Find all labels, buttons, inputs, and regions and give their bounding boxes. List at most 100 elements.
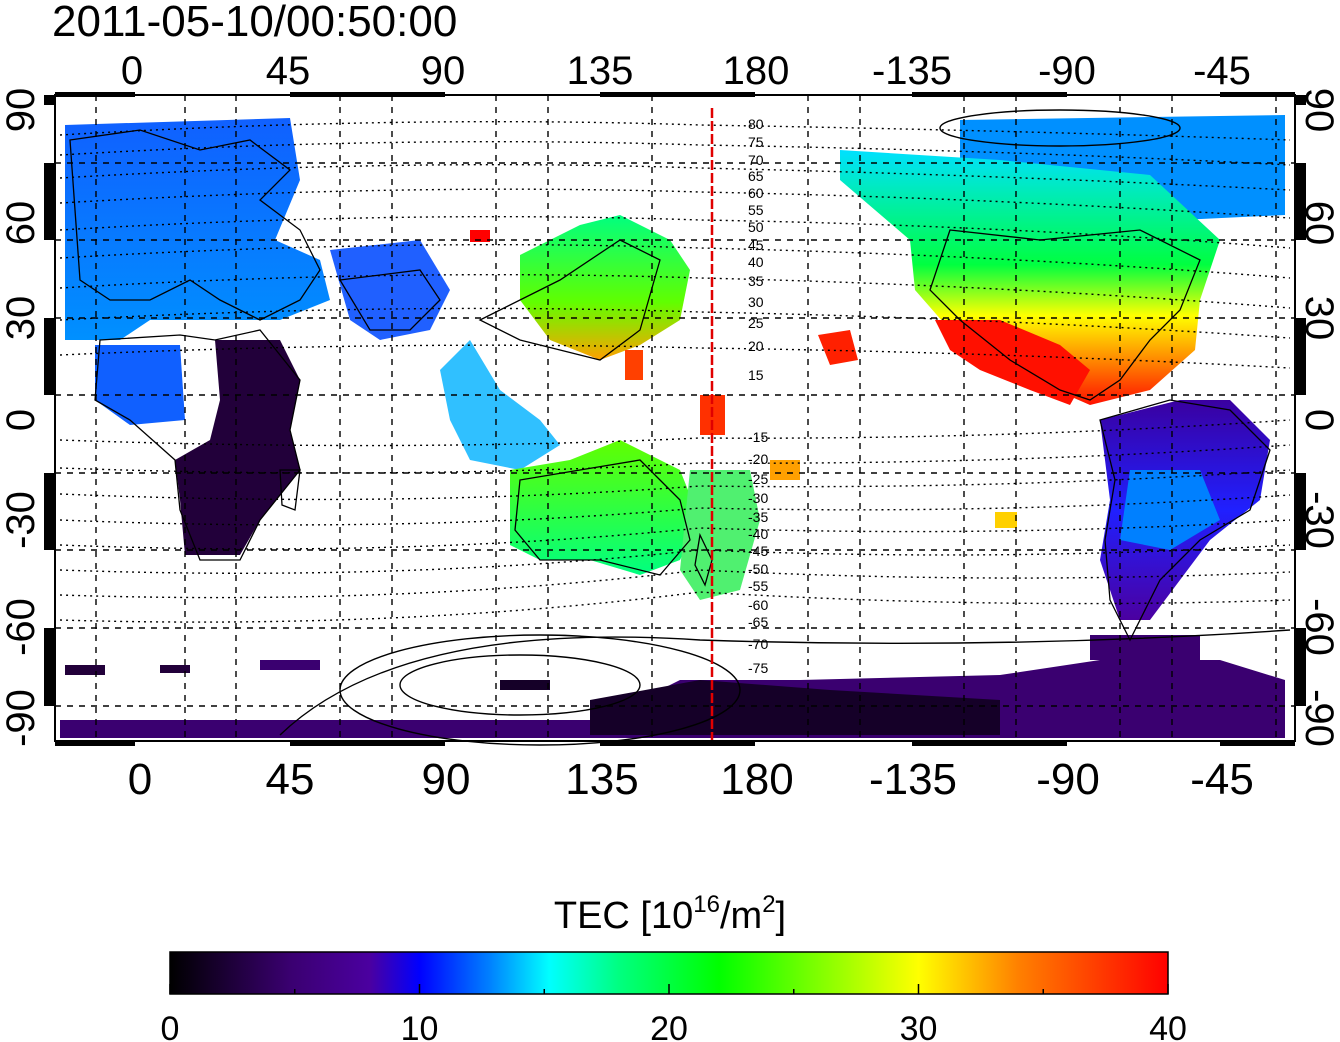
tec-scatter-south-2	[160, 665, 190, 673]
tec-region-europe	[65, 118, 330, 340]
colorbar-tick-label: 40	[1149, 1010, 1187, 1042]
top-lon-label: 135	[567, 49, 634, 93]
tec-scatter-south-3	[260, 660, 320, 670]
contour-label: -50	[748, 561, 768, 577]
right-lat-label: -60	[1297, 598, 1340, 656]
colorbar-title: TEC [1016/m2]	[554, 891, 786, 937]
right-lat-label: -30	[1297, 491, 1340, 549]
contour-label: -65	[748, 614, 768, 630]
top-lon-label: 45	[266, 49, 311, 93]
colorbar-gradient	[169, 951, 1169, 995]
contour-label: 75	[748, 134, 764, 150]
left-lat-label: -30	[0, 491, 43, 549]
colorbar-tick-label: 10	[401, 1010, 439, 1042]
frame-tick-bars	[44, 92, 1306, 746]
tec-region-east-asia	[520, 215, 690, 360]
contour-label: 60	[748, 185, 764, 201]
tec-region-south-america-east	[1120, 470, 1220, 550]
contour-label: -55	[748, 578, 768, 594]
tec-region-arctic-america	[960, 115, 1285, 220]
contour-label: -35	[748, 509, 768, 525]
contour-label: 15	[748, 367, 764, 383]
colorbar-tick-label: 20	[650, 1010, 688, 1042]
tec-region-north-america	[840, 150, 1220, 405]
top-lon-label: 180	[723, 49, 790, 93]
tec-region-antarctica-dark	[590, 680, 1000, 735]
tec-region-south-asia	[330, 240, 450, 340]
contour-label: 25	[748, 315, 764, 331]
contour-label: -20	[748, 451, 768, 467]
tec-hotspot-hawaii	[818, 330, 858, 365]
left-lat-label: -60	[0, 598, 43, 656]
bottom-lon-label: -45	[1190, 755, 1254, 804]
contour-label: -30	[748, 490, 768, 506]
graticule	[55, 95, 1295, 741]
colorbar: TEC [1016/m2] 0 10 20 30 40	[161, 891, 1187, 1042]
contour-label: 30	[748, 294, 764, 310]
tec-hotspot-mexico	[935, 320, 1090, 405]
bottom-lon-label: 90	[422, 755, 471, 804]
contour-label: 80	[748, 116, 764, 132]
left-lat-label: 90	[0, 88, 43, 133]
tec-hotspot-pacific-3	[470, 230, 490, 242]
tec-region-africa	[175, 340, 300, 555]
top-lon-label: 0	[121, 49, 143, 93]
tec-region-west-africa	[95, 345, 185, 425]
left-lat-label: -90	[0, 689, 43, 747]
contour-label: -40	[748, 526, 768, 542]
tec-hotspot-pacific-1	[625, 350, 643, 380]
contour-label: 20	[748, 338, 764, 354]
bottom-lon-label: -135	[869, 755, 957, 804]
left-lat-label: 30	[0, 296, 43, 341]
colorbar-tick-label: 0	[161, 1010, 180, 1042]
tec-region-tasman	[680, 470, 760, 600]
left-latitude-labels: 90 60 30 0 -30 -60 -90	[0, 88, 43, 747]
contour-label: 45	[748, 237, 764, 253]
tec-hotspot-pacific-4	[770, 460, 800, 480]
colorbar-ticks: 0 10 20 30 40	[161, 984, 1187, 1042]
right-latitude-labels: 90 60 30 0 -30 -60 -90	[1297, 88, 1340, 747]
contour-label: -70	[748, 636, 768, 652]
top-longitude-labels: 0 45 90 135 180 -135 -90 -45	[121, 49, 1251, 93]
tec-data-layer	[60, 115, 1285, 738]
bottom-lon-label: 0	[128, 755, 152, 804]
tec-region-indonesia	[440, 340, 560, 470]
right-lat-label: -90	[1297, 689, 1340, 747]
bottom-lon-label: 180	[720, 755, 793, 804]
tec-scatter-south-4	[500, 680, 550, 690]
contour-label: 70	[748, 152, 764, 168]
coastlines	[69, 129, 1271, 642]
top-lon-label: 90	[421, 49, 466, 93]
top-lon-label: -45	[1193, 49, 1251, 93]
contour-label: -25	[748, 471, 768, 487]
contour-label: 65	[748, 168, 764, 184]
contour-label: 40	[748, 254, 764, 270]
right-lat-label: 30	[1297, 296, 1340, 341]
left-lat-label: 60	[0, 201, 43, 246]
tec-scatter-south-1	[65, 665, 105, 675]
left-lat-label: 0	[0, 409, 43, 431]
right-lat-label: 0	[1297, 409, 1340, 431]
contour-label: -75	[748, 660, 768, 676]
tec-hotspot-pacific-5	[995, 512, 1017, 528]
bottom-longitude-labels: 0 45 90 135 180 -135 -90 -45	[128, 755, 1254, 804]
contour-label: 50	[748, 219, 764, 235]
contour-label: -45	[748, 543, 768, 559]
figure-title: 2011-05-10/00:50:00	[52, 0, 457, 46]
top-lon-label: -90	[1038, 49, 1096, 93]
bottom-lon-label: -90	[1036, 755, 1100, 804]
top-lon-label: -135	[872, 49, 952, 93]
contour-label: 55	[748, 202, 764, 218]
contour-label: 35	[748, 273, 764, 289]
right-lat-label: 90	[1297, 88, 1340, 133]
colorbar-tick-label: 30	[900, 1010, 938, 1042]
bottom-lon-label: 45	[266, 755, 315, 804]
contour-label: -15	[748, 429, 768, 445]
contour-lines	[59, 120, 1291, 623]
magnetic-pole-contours	[279, 109, 1291, 746]
contour-label: -60	[748, 597, 768, 613]
right-lat-label: 60	[1297, 201, 1340, 246]
bottom-lon-label: 135	[565, 755, 638, 804]
